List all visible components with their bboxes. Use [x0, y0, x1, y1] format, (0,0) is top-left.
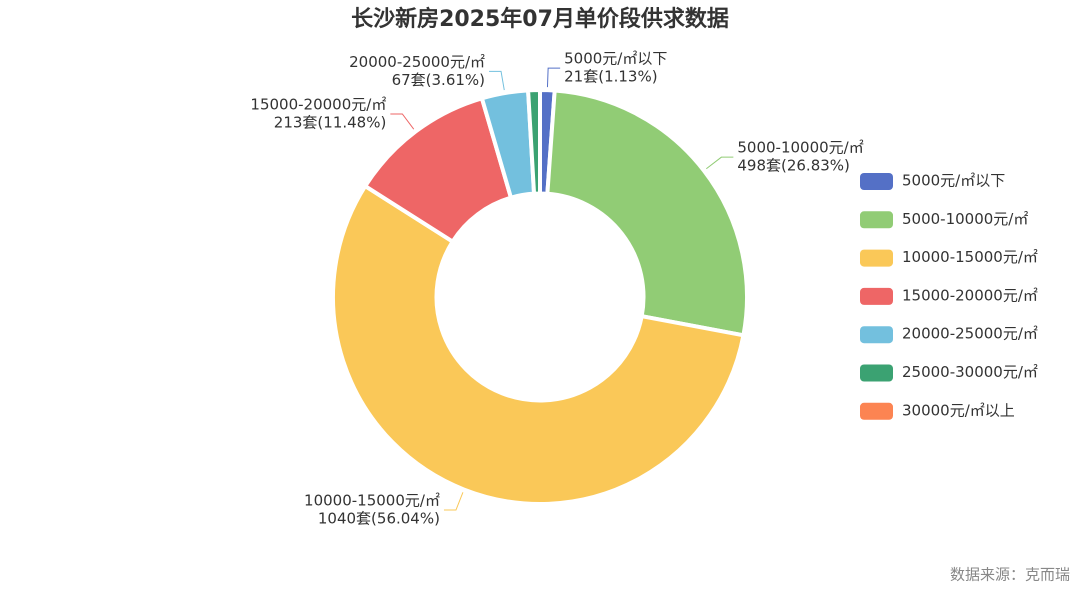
legend-label: 30000元/㎡以上 [902, 401, 1015, 419]
legend-swatch [860, 173, 893, 190]
slice-label-value: 67套(3.61%) [392, 71, 485, 89]
label-line [443, 492, 464, 511]
slice-label-name: 15000-20000元/㎡ [250, 95, 386, 113]
label-line [706, 156, 734, 170]
slice-label-value: 213套(11.48%) [274, 113, 387, 131]
legend-label: 5000-10000元/㎡ [902, 210, 1028, 228]
legend-swatch [860, 287, 893, 305]
slice-label-value: 1040套(56.04%) [318, 510, 440, 528]
legend-swatch [860, 211, 893, 229]
legend-swatch [860, 326, 893, 344]
slice-label-value: 498套(26.83%) [737, 157, 850, 175]
legend-label: 20000-25000元/㎡ [902, 325, 1038, 343]
slice-label-name: 10000-15000元/㎡ [304, 492, 440, 510]
source-note: 数据来源：克而瑞 [950, 566, 1070, 584]
label-line [546, 67, 561, 88]
slice-label-name: 5000元/㎡以下 [564, 50, 667, 68]
legend-swatch [860, 364, 893, 382]
legend-swatch [860, 249, 893, 267]
legend-label: 15000-20000元/㎡ [902, 286, 1038, 304]
slice-label-name: 20000-25000元/㎡ [349, 53, 485, 71]
chart-title: 长沙新房2025年07月单价段供求数据 [351, 6, 729, 32]
slice-label-name: 5000-10000元/㎡ [737, 139, 863, 157]
legend-label: 25000-30000元/㎡ [902, 363, 1038, 381]
legend-swatch [860, 402, 893, 420]
label-line [390, 113, 415, 130]
donut-slice [545, 88, 749, 338]
slice-label-value: 21套(1.13%) [564, 68, 657, 86]
label-line [489, 70, 505, 91]
donut-slice [331, 184, 746, 506]
legend-label: 5000元/㎡以下 [902, 172, 1005, 190]
legend-label: 10000-15000元/㎡ [902, 248, 1038, 266]
